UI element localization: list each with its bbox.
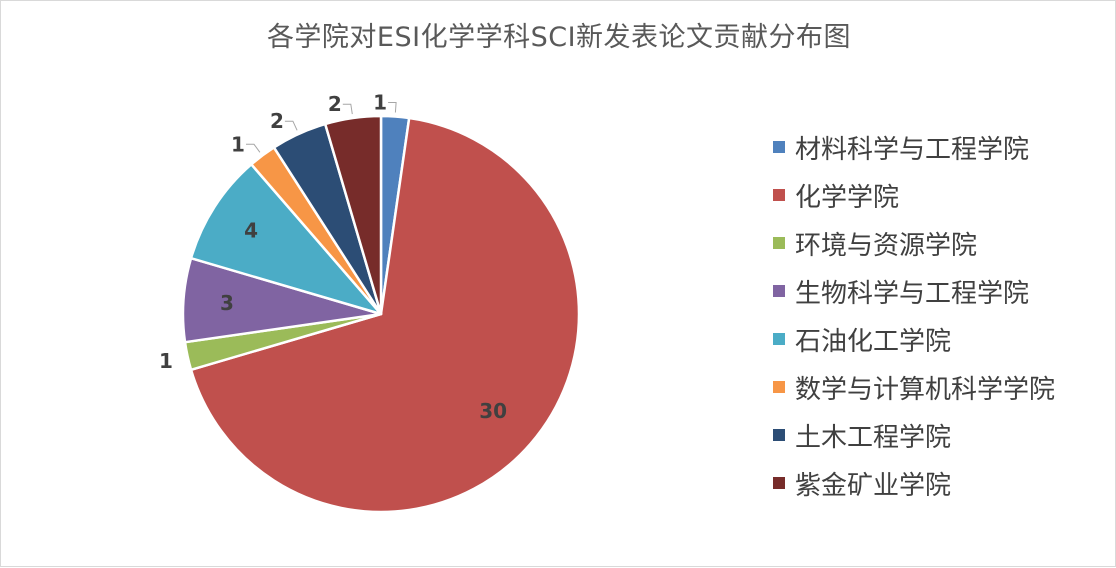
chart-title: 各学院对ESI化学学科SCI新发表论文贡献分布图 <box>266 22 852 53</box>
data-label-4: 3 <box>220 291 234 315</box>
data-label-8: 2 <box>328 92 342 116</box>
legend: 材料科学与工程学院 化学学院环境与资源学院生物科学与工程学院 石油化工学院数学与计算… <box>773 123 1113 507</box>
legend-label-4: 生物科学与工程学院 <box>795 278 1030 309</box>
pie-slice-8 <box>323 114 383 316</box>
data-label-7: 2 <box>270 109 284 133</box>
data-label-5: 4 <box>244 219 258 243</box>
pie-slice-2 <box>189 116 581 514</box>
leader-line-8 <box>342 103 353 115</box>
legend-item-8: 紫金矿业学院 <box>773 459 1113 507</box>
legend-item-5: 石油化工学院 <box>773 315 1113 363</box>
legend-item-2: 化学学院 <box>773 171 1113 219</box>
legend-swatch-5 <box>773 333 785 345</box>
legend-item-4: 生物科学与工程学院 <box>773 267 1113 315</box>
legend-item-7: 土木工程学院 <box>773 411 1113 459</box>
data-label-3: 1 <box>159 349 173 373</box>
legend-swatch-3 <box>773 237 785 249</box>
legend-swatch-2 <box>773 189 785 201</box>
leader-line-6 <box>246 143 261 153</box>
data-label-1: 1 <box>373 91 387 115</box>
legend-label-8: 紫金矿业学院 <box>795 470 952 501</box>
legend-label-2: 化学学院 <box>795 182 900 213</box>
legend-label-7: 土木工程学院 <box>795 422 952 453</box>
pie-slice-5 <box>189 163 383 316</box>
legend-item-1: 材料科学与工程学院 <box>773 123 1113 171</box>
legend-swatch-8 <box>773 477 785 489</box>
data-label-6: 1 <box>231 132 245 156</box>
legend-item-3: 环境与资源学院 <box>773 219 1113 267</box>
legend-label-1: 材料科学与工程学院 <box>795 134 1030 165</box>
legend-label-5: 石油化工学院 <box>795 326 952 357</box>
legend-swatch-1 <box>773 141 785 153</box>
legend-swatch-6 <box>773 381 785 393</box>
legend-swatch-4 <box>773 285 785 297</box>
legend-label-6: 数学与计算机科学学院 <box>795 374 1056 405</box>
leader-line-1 <box>388 102 397 113</box>
legend-label-3: 环境与资源学院 <box>795 230 978 261</box>
leader-line-7 <box>284 120 298 131</box>
data-label-2: 30 <box>479 399 507 423</box>
legend-item-6: 数学与计算机科学学院 <box>773 363 1113 411</box>
legend-swatch-7 <box>773 429 785 441</box>
